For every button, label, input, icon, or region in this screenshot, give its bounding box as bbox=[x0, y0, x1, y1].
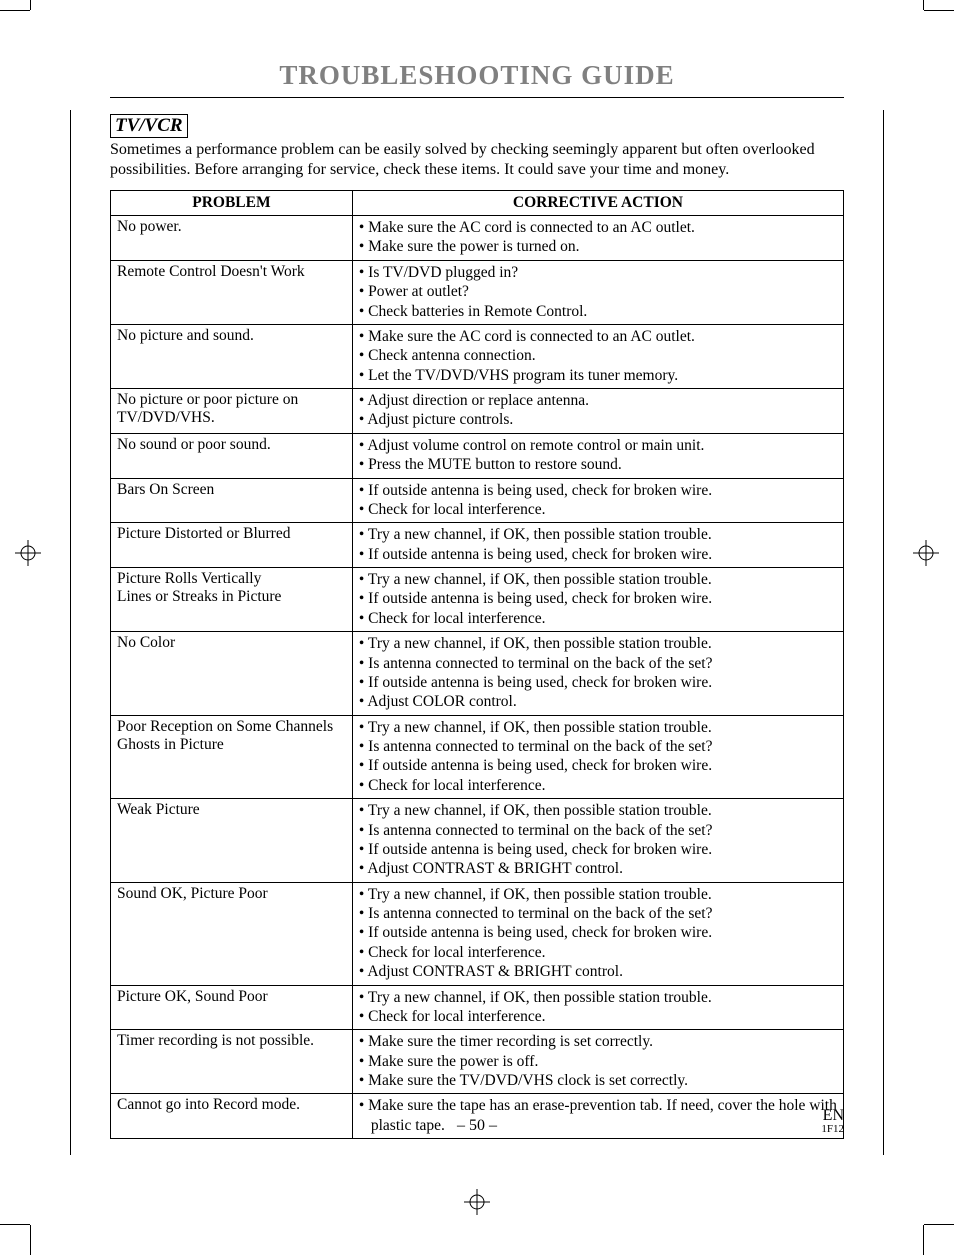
problem-cell: Picture OK, Sound Poor bbox=[111, 985, 353, 1030]
column-header-problem: PROBLEM bbox=[111, 191, 353, 216]
intro-text: Sometimes a performance problem can be e… bbox=[110, 140, 844, 180]
page-footer: – 50 – EN 1F12 bbox=[110, 1108, 844, 1135]
action-cell: • Try a new channel, if OK, then possibl… bbox=[352, 799, 843, 883]
action-cell: • Make sure the AC cord is connected to … bbox=[352, 324, 843, 388]
table-row: Picture Rolls VerticallyLines or Streaks… bbox=[111, 568, 844, 632]
crop-mark bbox=[884, 10, 924, 50]
problem-cell: Picture Distorted or Blurred bbox=[111, 523, 353, 568]
table-row: Remote Control Doesn't Work• Is TV/DVD p… bbox=[111, 260, 844, 324]
action-cell: • Try a new channel, if OK, then possibl… bbox=[352, 882, 843, 985]
problem-cell: No Color bbox=[111, 632, 353, 716]
problem-cell: Picture Rolls VerticallyLines or Streaks… bbox=[111, 568, 353, 632]
page-title: TROUBLESHOOTING GUIDE bbox=[110, 60, 844, 98]
action-cell: • Make sure the AC cord is connected to … bbox=[352, 216, 843, 261]
registration-mark-icon bbox=[464, 1189, 490, 1215]
action-cell: • Try a new channel, if OK, then possibl… bbox=[352, 715, 843, 799]
table-row: No picture or poor picture on TV/DVD/VHS… bbox=[111, 389, 844, 434]
page-border bbox=[883, 110, 884, 1155]
problem-cell: No picture or poor picture on TV/DVD/VHS… bbox=[111, 389, 353, 434]
problem-cell: No power. bbox=[111, 216, 353, 261]
problem-cell: Timer recording is not possible. bbox=[111, 1030, 353, 1094]
crop-mark bbox=[884, 1185, 924, 1225]
problem-cell: No picture and sound. bbox=[111, 324, 353, 388]
page-border bbox=[70, 110, 71, 1155]
column-header-action: CORRECTIVE ACTION bbox=[352, 191, 843, 216]
registration-mark-icon bbox=[15, 540, 41, 566]
table-row: Picture Distorted or Blurred• Try a new … bbox=[111, 523, 844, 568]
page: TROUBLESHOOTING GUIDE TV/VCR Sometimes a… bbox=[0, 0, 954, 1235]
table-row: No sound or poor sound.• Adjust volume c… bbox=[111, 433, 844, 478]
problem-cell: No sound or poor sound. bbox=[111, 433, 353, 478]
action-cell: • Adjust direction or replace antenna.• … bbox=[352, 389, 843, 434]
footer-right: EN 1F12 bbox=[821, 1108, 844, 1135]
page-number: – 50 – bbox=[457, 1117, 497, 1135]
problem-cell: Poor Reception on Some ChannelsGhosts in… bbox=[111, 715, 353, 799]
table-row: Sound OK, Picture Poor• Try a new channe… bbox=[111, 882, 844, 985]
problem-cell: Weak Picture bbox=[111, 799, 353, 883]
action-cell: • Adjust volume control on remote contro… bbox=[352, 433, 843, 478]
action-cell: • Try a new channel, if OK, then possibl… bbox=[352, 568, 843, 632]
table-row: No picture and sound.• Make sure the AC … bbox=[111, 324, 844, 388]
action-cell: • Try a new channel, if OK, then possibl… bbox=[352, 632, 843, 716]
action-cell: • Make sure the timer recording is set c… bbox=[352, 1030, 843, 1094]
table-row: Bars On Screen• If outside antenna is be… bbox=[111, 478, 844, 523]
action-cell: • Is TV/DVD plugged in?• Power at outlet… bbox=[352, 260, 843, 324]
footer-code: 1F12 bbox=[821, 1124, 844, 1135]
action-cell: • Try a new channel, if OK, then possibl… bbox=[352, 523, 843, 568]
problem-cell: Sound OK, Picture Poor bbox=[111, 882, 353, 985]
table-row: No Color• Try a new channel, if OK, then… bbox=[111, 632, 844, 716]
action-cell: • If outside antenna is being used, chec… bbox=[352, 478, 843, 523]
problem-cell: Remote Control Doesn't Work bbox=[111, 260, 353, 324]
problem-cell: Bars On Screen bbox=[111, 478, 353, 523]
table-row: Weak Picture• Try a new channel, if OK, … bbox=[111, 799, 844, 883]
table-row: Picture OK, Sound Poor• Try a new channe… bbox=[111, 985, 844, 1030]
table-row: Timer recording is not possible.• Make s… bbox=[111, 1030, 844, 1094]
action-cell: • Try a new channel, if OK, then possibl… bbox=[352, 985, 843, 1030]
crop-mark bbox=[30, 10, 70, 50]
troubleshooting-table: PROBLEM CORRECTIVE ACTION No power.• Mak… bbox=[110, 190, 844, 1139]
footer-lang: EN bbox=[823, 1107, 844, 1124]
table-row: Poor Reception on Some ChannelsGhosts in… bbox=[111, 715, 844, 799]
crop-mark bbox=[30, 1185, 70, 1225]
registration-mark-icon bbox=[913, 540, 939, 566]
table-row: No power.• Make sure the AC cord is conn… bbox=[111, 216, 844, 261]
section-label: TV/VCR bbox=[110, 114, 188, 138]
